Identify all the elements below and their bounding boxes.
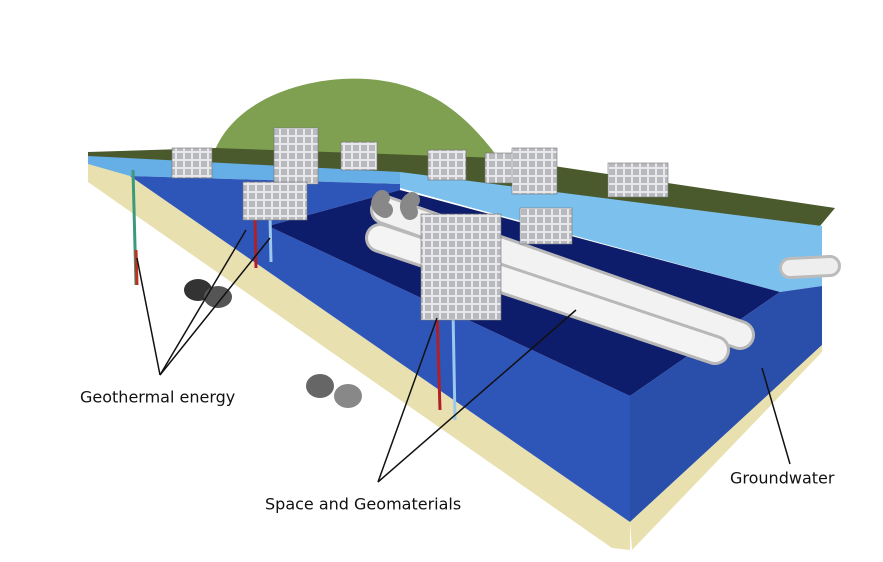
- sand-right: [630, 345, 822, 550]
- sand-layer: [88, 164, 630, 550]
- buildings: [171, 127, 669, 321]
- aquifer-upper-right: [400, 172, 822, 292]
- groundwater-right: [630, 286, 822, 522]
- groundwater-label: Groundwater: [730, 469, 835, 488]
- geothermal-label: Geothermal energy: [80, 388, 235, 407]
- aquifer-upper-left: [88, 156, 400, 184]
- pipes: [184, 279, 362, 408]
- boreholes: [131, 169, 457, 421]
- leader-lines: [136, 229, 791, 483]
- space-label: Space and Geomaterials: [265, 495, 461, 514]
